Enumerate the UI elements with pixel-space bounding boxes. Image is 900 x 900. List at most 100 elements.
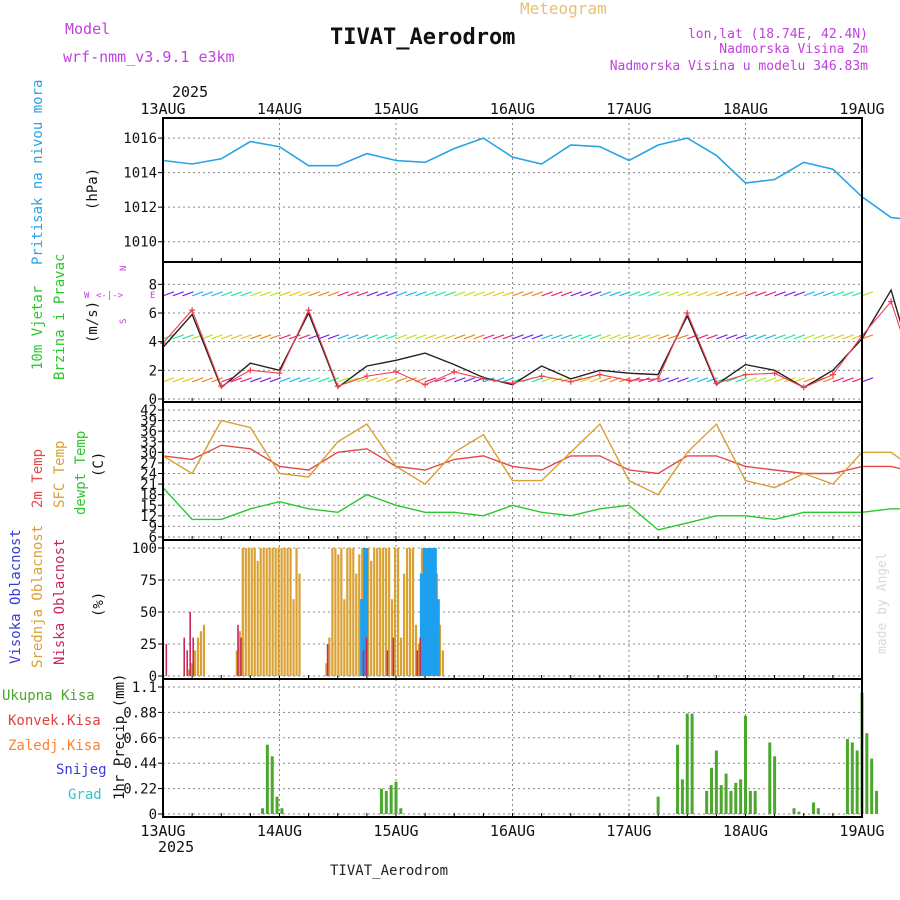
precip-total-bar xyxy=(656,796,660,814)
cloud-mid-bar xyxy=(199,631,203,676)
cloud-mid-bar xyxy=(247,548,250,676)
cloud-mid-bar xyxy=(328,637,331,676)
legend-arrows: <-|-> xyxy=(96,291,124,301)
cloud-mid-bar xyxy=(405,548,409,676)
cloud-mid-bar xyxy=(202,624,206,676)
precip-ytick-label: 0.66 xyxy=(123,731,157,747)
cloud-mid-bar xyxy=(196,637,200,676)
wind-barb xyxy=(405,377,417,383)
wind-marker xyxy=(742,371,749,378)
cloud-mid-bar xyxy=(367,548,370,676)
wind-barb xyxy=(677,291,689,297)
cloud-high-bar xyxy=(425,548,431,676)
wind-barb xyxy=(483,334,495,340)
wind-barb xyxy=(492,334,505,340)
precip-total-bar xyxy=(399,808,403,814)
wind-barb xyxy=(706,334,718,340)
pressure-panel: 1010 1012 1014 1016 xyxy=(123,117,900,263)
temp-ytick-label: 6 xyxy=(149,530,157,546)
wind-barb xyxy=(541,377,553,383)
wind-barb xyxy=(599,334,612,340)
wind-barb xyxy=(541,291,553,297)
wind-barb xyxy=(201,291,214,297)
legend-east: E xyxy=(150,291,155,301)
precip-total-bar xyxy=(875,790,879,814)
cloud-high-bar xyxy=(419,573,425,676)
wind-barb xyxy=(473,291,485,297)
wind-barb xyxy=(298,334,311,340)
cloud-mid-bar xyxy=(358,554,361,676)
wind-barb xyxy=(725,334,738,340)
wind-barb xyxy=(784,291,796,297)
cloud-mid-bar xyxy=(355,573,358,676)
temp-title-3: dewpt Temp xyxy=(73,431,89,515)
wind-barb xyxy=(269,377,282,383)
temp-ytick-label: 36 xyxy=(140,424,157,440)
wind-marker xyxy=(480,375,487,382)
precip-total-bar xyxy=(865,733,869,814)
wind-barb xyxy=(541,334,553,340)
wind-barb xyxy=(551,291,563,297)
wind-marker xyxy=(305,307,312,314)
wind-barb xyxy=(803,377,815,383)
wind-barb xyxy=(395,334,408,340)
temp-title: 2m Temp xyxy=(30,449,46,508)
model-name: wrf-nmm_v3.9.1 e3km xyxy=(63,48,235,66)
wind-barb xyxy=(764,377,777,383)
cloud-mid-bar xyxy=(190,663,194,676)
wind-barb xyxy=(551,334,563,340)
temp-ytick-label: 27 xyxy=(140,456,157,472)
snow-title: Snijeg xyxy=(56,762,107,778)
wind-barb xyxy=(327,291,340,297)
wind-barb xyxy=(376,334,388,340)
wind-marker xyxy=(509,380,516,387)
cloud-low-bar xyxy=(362,650,365,676)
temp-ytick-label: 9 xyxy=(149,519,157,535)
wind-barb xyxy=(182,334,194,340)
wind-barb xyxy=(288,291,301,297)
wind-barb xyxy=(502,377,515,383)
cloud-mid-bar xyxy=(187,669,191,676)
cloud-mid-bar xyxy=(438,624,442,676)
wind-barb xyxy=(288,334,301,340)
wind-barb xyxy=(638,291,650,297)
precip-total-bar xyxy=(734,782,738,814)
bottom-date-label: 16AUG xyxy=(490,822,535,840)
cloud-mid-bar xyxy=(370,560,373,676)
wind-barb xyxy=(580,334,592,340)
wind-barb xyxy=(512,291,524,297)
precip-total-bar xyxy=(870,758,874,814)
temp-ytick-label: 24 xyxy=(140,467,157,483)
wind-title: 10m Vjetar xyxy=(30,286,46,370)
wind-marker-line xyxy=(162,300,900,389)
wind-barb xyxy=(337,377,349,383)
wind-barb xyxy=(318,334,330,340)
legend-south: S xyxy=(119,319,129,324)
cloud-mid-bar xyxy=(277,548,280,676)
cloud-mid-bar xyxy=(379,548,382,676)
top-date-label: 16AUG xyxy=(490,100,535,118)
wind-ytick-label: 2 xyxy=(149,363,157,379)
cloud-low-bar xyxy=(189,612,191,676)
wind-barb xyxy=(405,334,417,340)
wind-barb xyxy=(638,334,650,340)
wind-barb xyxy=(667,377,680,383)
wind-barb xyxy=(463,291,476,297)
wind-barb xyxy=(454,377,466,383)
precip-total-bar xyxy=(850,742,854,814)
wind-barb xyxy=(366,291,379,297)
wind-panel: 0 2 4 6 8 xyxy=(149,261,900,408)
wind-barb xyxy=(657,377,670,383)
precip-frame xyxy=(162,678,863,818)
wind-barb xyxy=(259,291,272,297)
wind-barb xyxy=(822,377,835,383)
precip-total-bar xyxy=(753,790,757,814)
cloud-low-bar xyxy=(186,650,189,676)
precip-total-bar xyxy=(768,742,772,814)
wind-barb xyxy=(531,334,544,340)
cloud-low-bar xyxy=(416,650,419,676)
precip-total-bar xyxy=(265,744,269,814)
wind-barb xyxy=(269,291,282,297)
precip-ytick-label: 0.44 xyxy=(123,756,157,772)
